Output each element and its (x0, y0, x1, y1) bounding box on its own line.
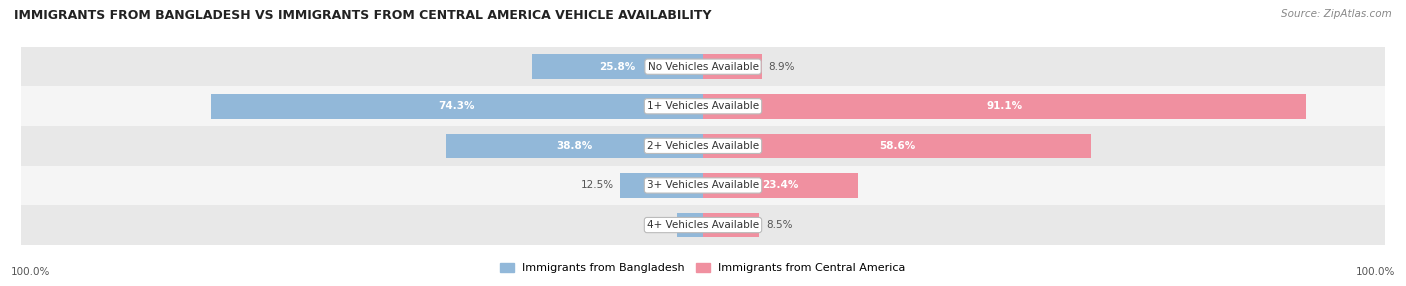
Text: 3.9%: 3.9% (644, 220, 671, 230)
Bar (446, 134, 703, 158)
Text: 4+ Vehicles Available: 4+ Vehicles Available (647, 220, 759, 230)
Text: 8.9%: 8.9% (769, 62, 794, 72)
Text: 58.6%: 58.6% (879, 141, 915, 151)
Text: 100.0%: 100.0% (1355, 267, 1395, 277)
Bar (620, 173, 703, 198)
Text: 91.1%: 91.1% (987, 101, 1022, 111)
Text: No Vehicles Available: No Vehicles Available (648, 62, 758, 72)
Bar (21, 166, 1385, 205)
Text: 23.4%: 23.4% (762, 180, 799, 190)
Bar (21, 205, 1385, 245)
Text: 3+ Vehicles Available: 3+ Vehicles Available (647, 180, 759, 190)
Text: 8.5%: 8.5% (766, 220, 793, 230)
Bar (703, 134, 1091, 158)
Bar (211, 94, 703, 118)
Text: 100.0%: 100.0% (11, 267, 51, 277)
Text: 74.3%: 74.3% (439, 101, 475, 111)
Bar (703, 173, 858, 198)
Bar (703, 94, 1306, 118)
Bar (21, 47, 1385, 86)
Text: IMMIGRANTS FROM BANGLADESH VS IMMIGRANTS FROM CENTRAL AMERICA VEHICLE AVAILABILI: IMMIGRANTS FROM BANGLADESH VS IMMIGRANTS… (14, 9, 711, 21)
Text: Source: ZipAtlas.com: Source: ZipAtlas.com (1281, 9, 1392, 19)
Legend: Immigrants from Bangladesh, Immigrants from Central America: Immigrants from Bangladesh, Immigrants f… (496, 258, 910, 278)
Text: 38.8%: 38.8% (557, 141, 592, 151)
Bar (678, 213, 703, 237)
Text: 1+ Vehicles Available: 1+ Vehicles Available (647, 101, 759, 111)
Bar (21, 86, 1385, 126)
Text: 25.8%: 25.8% (599, 62, 636, 72)
Bar (21, 126, 1385, 166)
Bar (703, 54, 762, 79)
Text: 2+ Vehicles Available: 2+ Vehicles Available (647, 141, 759, 151)
Bar (531, 54, 703, 79)
Text: 12.5%: 12.5% (581, 180, 613, 190)
Bar (703, 213, 759, 237)
